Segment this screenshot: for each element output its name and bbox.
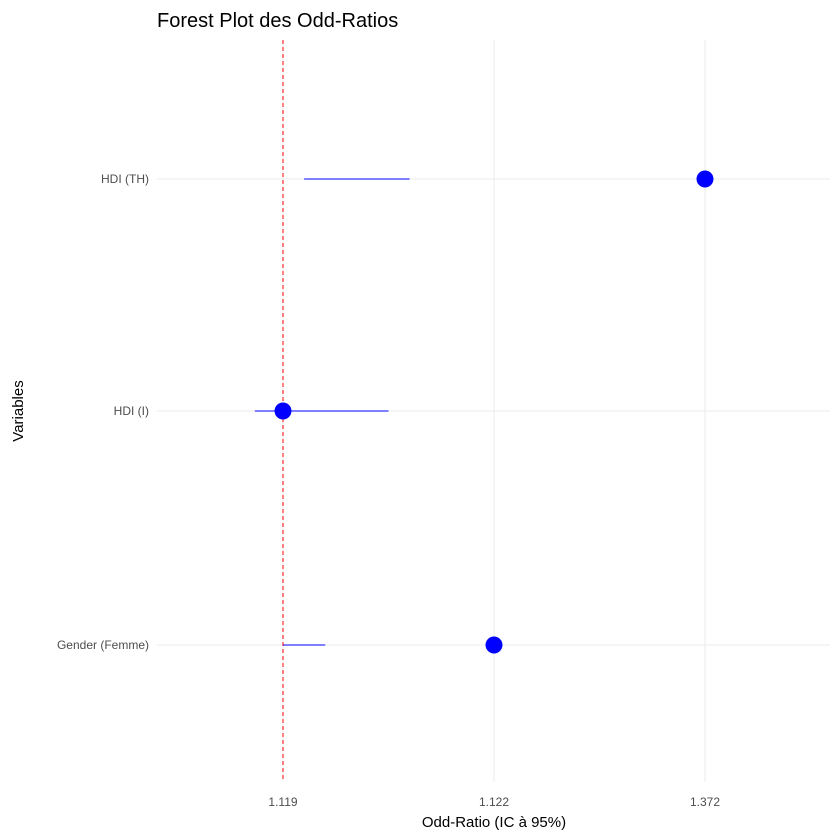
x-axis-title: Odd-Ratio (IC à 95%)	[422, 814, 566, 831]
estimate-point-layer	[274, 170, 714, 654]
x-tick-labels: 1.119 1.122 1.372	[268, 795, 720, 809]
chart-title: Forest Plot des Odd-Ratios	[157, 10, 398, 32]
y-tick-label-1: HDI (I)	[114, 404, 149, 418]
x-tick-label-1: 1.122	[479, 795, 509, 809]
y-axis-title: Variables	[10, 380, 27, 441]
y-tick-label-2: HDI (TH)	[101, 172, 149, 186]
y-tick-label-0: Gender (Femme)	[57, 638, 149, 652]
estimate-point-0-0	[485, 636, 503, 654]
estimate-point-0-2	[696, 170, 714, 188]
x-tick-label-2: 1.372	[690, 795, 720, 809]
y-tick-labels: Gender (Femme) HDI (I) HDI (TH)	[57, 172, 149, 652]
estimate-point-0-1	[274, 402, 292, 420]
x-tick-label-0: 1.119	[268, 795, 297, 809]
